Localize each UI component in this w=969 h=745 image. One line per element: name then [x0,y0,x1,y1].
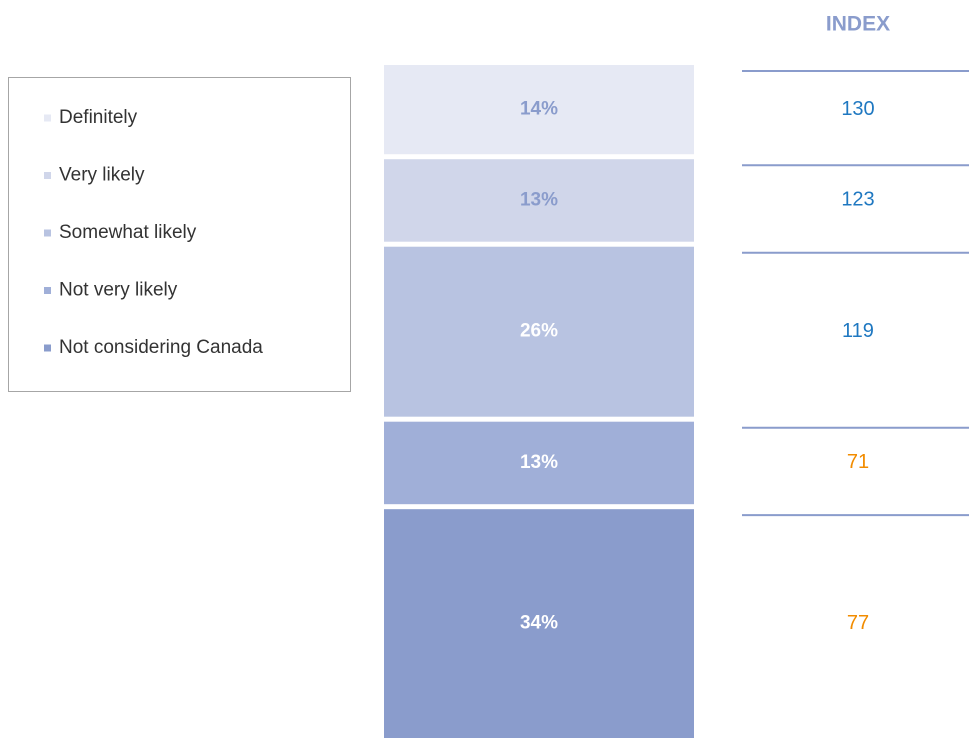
legend-box [8,77,351,392]
index-title: INDEX [826,13,890,36]
bar-segment [384,509,694,738]
value-label: 13% [520,189,558,210]
legend-label: Definitely [59,107,138,128]
legend-label: Not very likely [59,280,178,301]
legend-marker [44,287,51,294]
index-value: 71 [847,451,869,473]
bar-segment [384,421,694,505]
legend-label: Very likely [59,165,145,186]
bar-segment [384,65,694,155]
index-value: 119 [842,320,874,342]
index-value: 123 [841,189,874,211]
legend-marker [44,114,51,122]
legend-marker [44,229,51,237]
legend-marker [44,344,51,352]
index-value: 130 [841,98,874,120]
bar-segment [384,246,694,417]
bar-segment [384,159,694,242]
value-label: 34% [520,613,558,634]
legend-marker [44,172,51,179]
value-label: 13% [520,452,558,473]
value-label: 26% [520,321,558,342]
legend-label: Not considering Canada [59,337,263,358]
legend-label: Somewhat likely [59,222,197,243]
index-value: 77 [847,612,869,634]
value-label: 14% [520,99,558,120]
